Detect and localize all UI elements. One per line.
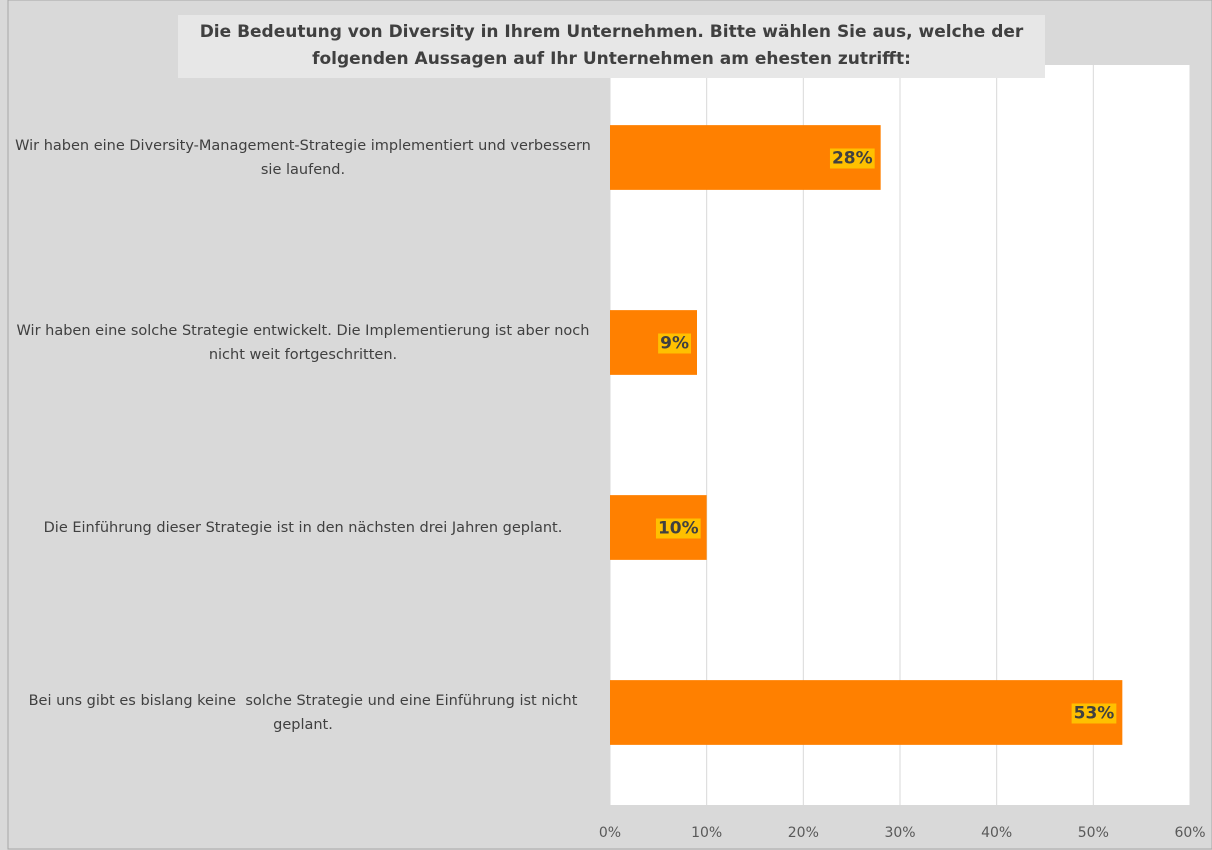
data-label-bg	[1071, 703, 1117, 724]
y-tick-label: Wir haben eine solche Strategie entwicke…	[16, 322, 595, 363]
chart-border	[7, 0, 1212, 850]
data-label-bg	[655, 518, 701, 539]
data-label: 10%	[658, 519, 699, 539]
x-tick-label: 40%	[981, 825, 1012, 841]
data-label-bg	[658, 333, 691, 354]
x-tick-label: 60%	[1174, 825, 1205, 841]
x-tick-label: 20%	[788, 825, 819, 841]
x-tick-label: 10%	[691, 825, 722, 841]
chart-title: Die Bedeutung von Diversity in Ihrem Unt…	[178, 15, 1045, 78]
y-tick-label: Wir haben eine Diversity-Management-Stra…	[15, 137, 596, 178]
x-tick-label: 50%	[1078, 825, 1109, 841]
data-label: 9%	[660, 334, 689, 354]
y-tick-label: Bei uns gibt es bislang keine solche Str…	[28, 692, 583, 733]
data-label-bg	[829, 148, 875, 169]
y-tick-label: Die Einführung dieser Strategie ist in d…	[43, 519, 563, 536]
data-label: 28%	[832, 149, 873, 169]
x-tick-label: 30%	[884, 825, 915, 841]
bar	[610, 680, 1123, 745]
x-tick-label: 0%	[599, 825, 621, 841]
data-label: 53%	[1074, 704, 1115, 724]
